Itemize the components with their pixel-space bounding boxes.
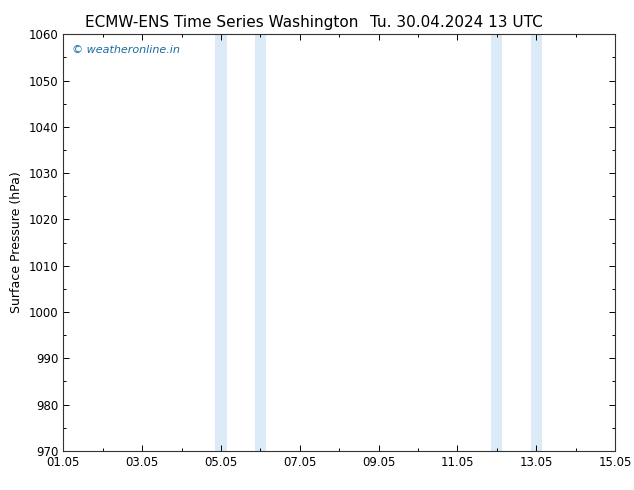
Bar	[216, 34, 226, 451]
Text: Tu. 30.04.2024 13 UTC: Tu. 30.04.2024 13 UTC	[370, 15, 543, 30]
Bar	[491, 34, 502, 451]
Bar	[255, 34, 266, 451]
Text: ECMW-ENS Time Series Washington: ECMW-ENS Time Series Washington	[85, 15, 359, 30]
Text: © weatheronline.in: © weatheronline.in	[72, 45, 179, 55]
Y-axis label: Surface Pressure (hPa): Surface Pressure (hPa)	[10, 172, 23, 314]
Bar	[531, 34, 542, 451]
